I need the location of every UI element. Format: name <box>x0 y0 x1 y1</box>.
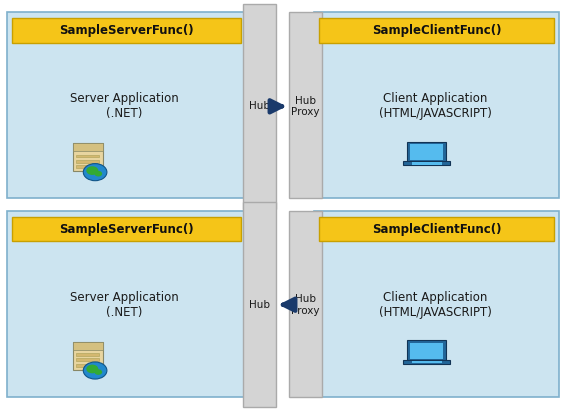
Bar <box>314 211 559 397</box>
Bar <box>289 12 322 198</box>
FancyBboxPatch shape <box>76 358 99 361</box>
FancyBboxPatch shape <box>76 155 99 157</box>
FancyBboxPatch shape <box>72 144 103 151</box>
Text: Hub: Hub <box>249 101 270 111</box>
FancyBboxPatch shape <box>403 161 450 165</box>
Bar <box>243 202 276 407</box>
Text: SampleServerFunc(): SampleServerFunc() <box>59 222 194 236</box>
FancyBboxPatch shape <box>407 340 446 360</box>
Text: SampleClientFunc(): SampleClientFunc() <box>372 222 501 236</box>
FancyBboxPatch shape <box>76 160 99 163</box>
Text: SampleServerFunc(): SampleServerFunc() <box>59 24 194 37</box>
Text: SampleClientFunc(): SampleClientFunc() <box>372 24 501 37</box>
Circle shape <box>86 166 98 175</box>
FancyBboxPatch shape <box>72 342 103 370</box>
FancyBboxPatch shape <box>411 361 442 363</box>
FancyBboxPatch shape <box>410 144 443 160</box>
Bar <box>243 4 276 209</box>
FancyBboxPatch shape <box>72 144 103 171</box>
Bar <box>319 217 554 241</box>
Circle shape <box>83 164 107 181</box>
Bar <box>7 211 247 397</box>
Text: Hub
Proxy: Hub Proxy <box>292 96 320 117</box>
FancyBboxPatch shape <box>76 353 99 356</box>
Bar <box>12 18 241 43</box>
FancyBboxPatch shape <box>410 343 443 359</box>
Bar <box>319 18 554 43</box>
Text: Hub
Proxy: Hub Proxy <box>292 294 320 315</box>
Circle shape <box>94 369 102 375</box>
Bar <box>12 217 241 241</box>
FancyBboxPatch shape <box>411 162 442 164</box>
FancyBboxPatch shape <box>403 360 450 364</box>
Circle shape <box>86 364 98 373</box>
Bar <box>7 12 247 198</box>
Bar <box>289 211 322 397</box>
Bar <box>314 12 559 198</box>
Text: Client Application
(HTML/JAVASCRIPT): Client Application (HTML/JAVASCRIPT) <box>379 92 492 120</box>
Text: Hub: Hub <box>249 300 270 310</box>
FancyBboxPatch shape <box>76 364 99 366</box>
Circle shape <box>94 171 102 177</box>
FancyBboxPatch shape <box>72 342 103 350</box>
Circle shape <box>83 362 107 379</box>
Text: Server Application
(.NET): Server Application (.NET) <box>70 92 179 120</box>
FancyBboxPatch shape <box>407 142 446 162</box>
Text: Server Application
(.NET): Server Application (.NET) <box>70 291 179 319</box>
FancyBboxPatch shape <box>76 166 99 168</box>
Text: Client Application
(HTML/JAVASCRIPT): Client Application (HTML/JAVASCRIPT) <box>379 291 492 319</box>
